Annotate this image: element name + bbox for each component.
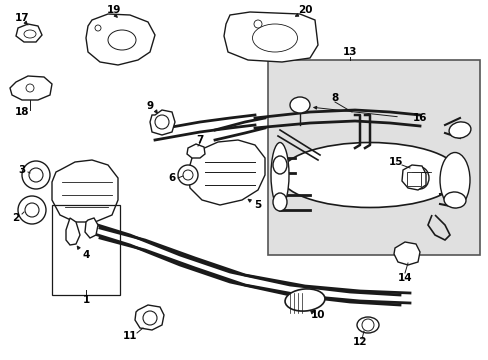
Polygon shape bbox=[401, 165, 425, 190]
Ellipse shape bbox=[289, 97, 309, 113]
Bar bbox=[267, 60, 479, 255]
Bar bbox=[52, 205, 120, 295]
Circle shape bbox=[142, 311, 157, 325]
Ellipse shape bbox=[24, 30, 36, 38]
Text: 19: 19 bbox=[106, 5, 121, 15]
Ellipse shape bbox=[108, 30, 136, 50]
Text: 1: 1 bbox=[82, 295, 89, 305]
Text: 15: 15 bbox=[388, 157, 403, 167]
Ellipse shape bbox=[252, 24, 297, 52]
Text: 14: 14 bbox=[397, 273, 411, 283]
Ellipse shape bbox=[272, 156, 286, 174]
Ellipse shape bbox=[443, 192, 465, 208]
Ellipse shape bbox=[270, 143, 288, 207]
Polygon shape bbox=[86, 14, 155, 65]
Text: 7: 7 bbox=[196, 135, 203, 145]
Text: 2: 2 bbox=[12, 213, 20, 223]
Text: 3: 3 bbox=[19, 165, 25, 175]
Polygon shape bbox=[66, 218, 80, 245]
Text: 6: 6 bbox=[168, 173, 175, 183]
Polygon shape bbox=[10, 76, 52, 100]
Bar bbox=[406, 172, 420, 186]
Polygon shape bbox=[224, 12, 317, 62]
Circle shape bbox=[25, 203, 39, 217]
Circle shape bbox=[253, 20, 262, 28]
Polygon shape bbox=[52, 160, 118, 222]
Text: 16: 16 bbox=[412, 113, 427, 123]
Polygon shape bbox=[186, 144, 204, 158]
Text: 20: 20 bbox=[297, 5, 312, 15]
Text: 13: 13 bbox=[342, 47, 357, 57]
Text: 11: 11 bbox=[122, 331, 137, 341]
Circle shape bbox=[155, 115, 169, 129]
Ellipse shape bbox=[280, 143, 459, 207]
Text: 17: 17 bbox=[15, 13, 29, 23]
Circle shape bbox=[22, 161, 50, 189]
Polygon shape bbox=[150, 110, 175, 135]
Text: 8: 8 bbox=[331, 93, 338, 103]
Circle shape bbox=[26, 84, 34, 92]
Polygon shape bbox=[393, 242, 419, 265]
Circle shape bbox=[183, 170, 193, 180]
Ellipse shape bbox=[448, 122, 470, 138]
Text: 9: 9 bbox=[146, 101, 153, 111]
Ellipse shape bbox=[356, 317, 378, 333]
Circle shape bbox=[361, 319, 373, 331]
Ellipse shape bbox=[410, 167, 428, 189]
Circle shape bbox=[18, 196, 46, 224]
Circle shape bbox=[29, 168, 43, 182]
Text: 4: 4 bbox=[82, 250, 89, 260]
Text: 12: 12 bbox=[352, 337, 366, 347]
Text: 18: 18 bbox=[15, 107, 29, 117]
Polygon shape bbox=[187, 140, 264, 205]
Circle shape bbox=[95, 25, 101, 31]
Circle shape bbox=[178, 165, 198, 185]
Ellipse shape bbox=[439, 153, 469, 207]
Polygon shape bbox=[16, 24, 42, 42]
Text: 10: 10 bbox=[310, 310, 325, 320]
Ellipse shape bbox=[272, 193, 286, 211]
Text: 5: 5 bbox=[254, 200, 261, 210]
Polygon shape bbox=[85, 218, 98, 238]
Ellipse shape bbox=[285, 289, 325, 311]
Polygon shape bbox=[135, 305, 163, 330]
